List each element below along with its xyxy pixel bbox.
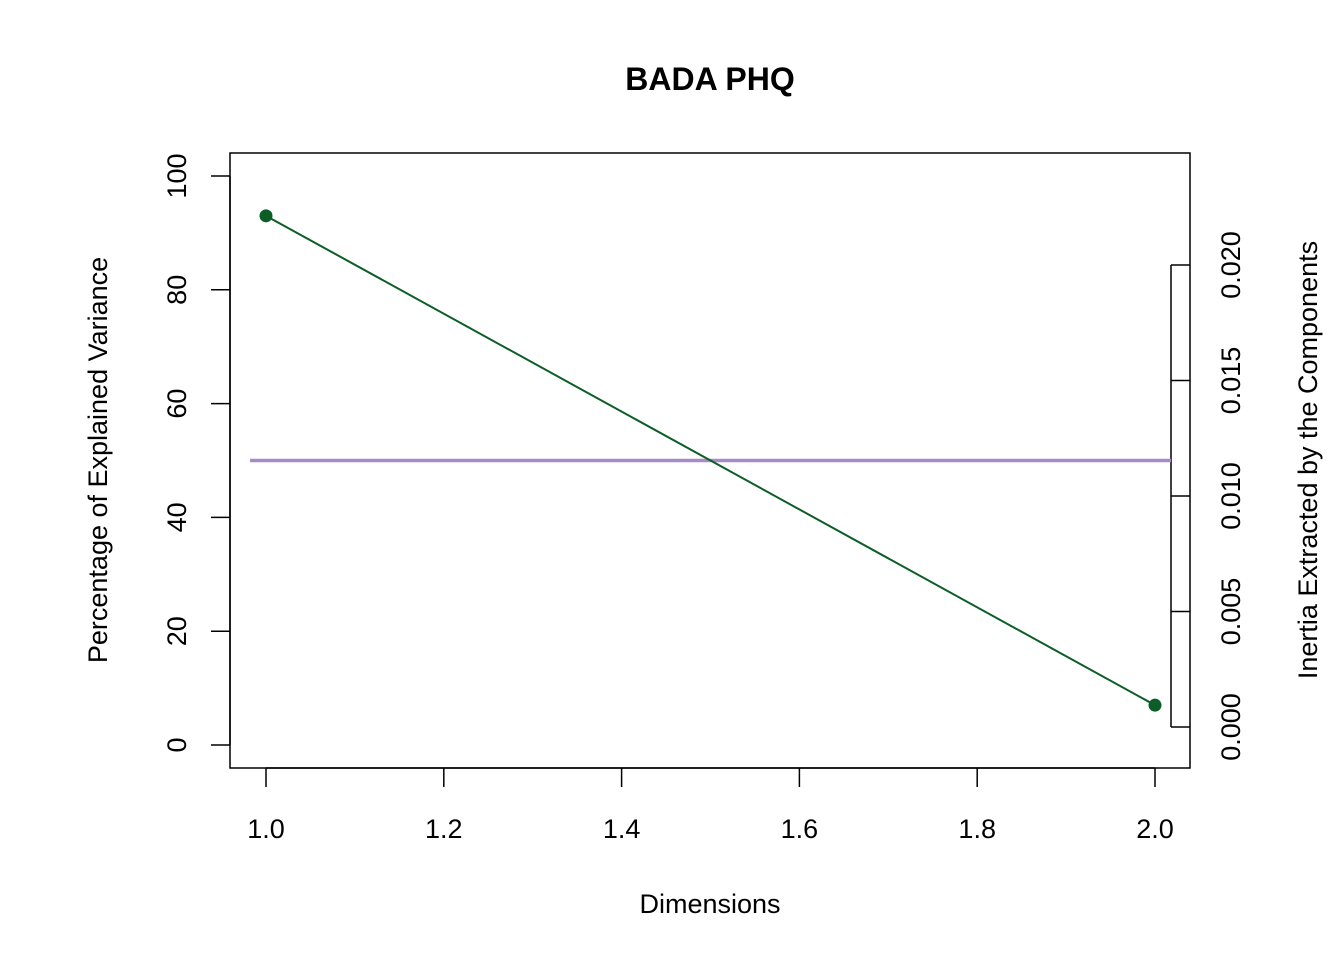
y-tick-label: 60 [162, 389, 192, 419]
x-tick-label: 2.0 [1136, 814, 1174, 844]
right-y-tick-label: 0.000 [1216, 693, 1246, 761]
data-point [259, 209, 273, 223]
series-line [265, 214, 1156, 707]
y-tick-label: 20 [162, 616, 192, 646]
y-axis: 0 20 40 60 80 100 [162, 153, 231, 753]
chart-title: BADA PHQ [625, 61, 794, 97]
y-axis-label: Percentage of Explained Variance [83, 257, 113, 663]
x-tick-label: 1.6 [781, 814, 819, 844]
x-axis-label: Dimensions [639, 889, 780, 919]
right-y-tick-label: 0.015 [1216, 347, 1246, 415]
y-tick-label: 40 [162, 502, 192, 532]
plot-marks [250, 209, 1171, 712]
right-y-axis: 0.000 0.005 0.010 0.015 0.020 [1170, 231, 1246, 761]
x-tick-label: 1.2 [425, 814, 463, 844]
data-point [1148, 698, 1162, 712]
x-tick-label: 1.0 [247, 814, 285, 844]
right-y-tick-label: 0.020 [1216, 231, 1246, 299]
x-axis: 1.0 1.2 1.4 1.6 1.8 2.0 [247, 767, 1174, 844]
right-y-tick-label: 0.010 [1216, 462, 1246, 530]
right-y-axis-label: Inertia Extracted by the Components [1293, 241, 1323, 679]
x-tick-label: 1.8 [958, 814, 996, 844]
x-tick-label: 1.4 [603, 814, 641, 844]
right-y-tick-label: 0.005 [1216, 578, 1246, 646]
y-tick-label: 0 [162, 737, 192, 752]
y-tick-label: 80 [162, 275, 192, 305]
y-tick-label: 100 [162, 153, 192, 198]
